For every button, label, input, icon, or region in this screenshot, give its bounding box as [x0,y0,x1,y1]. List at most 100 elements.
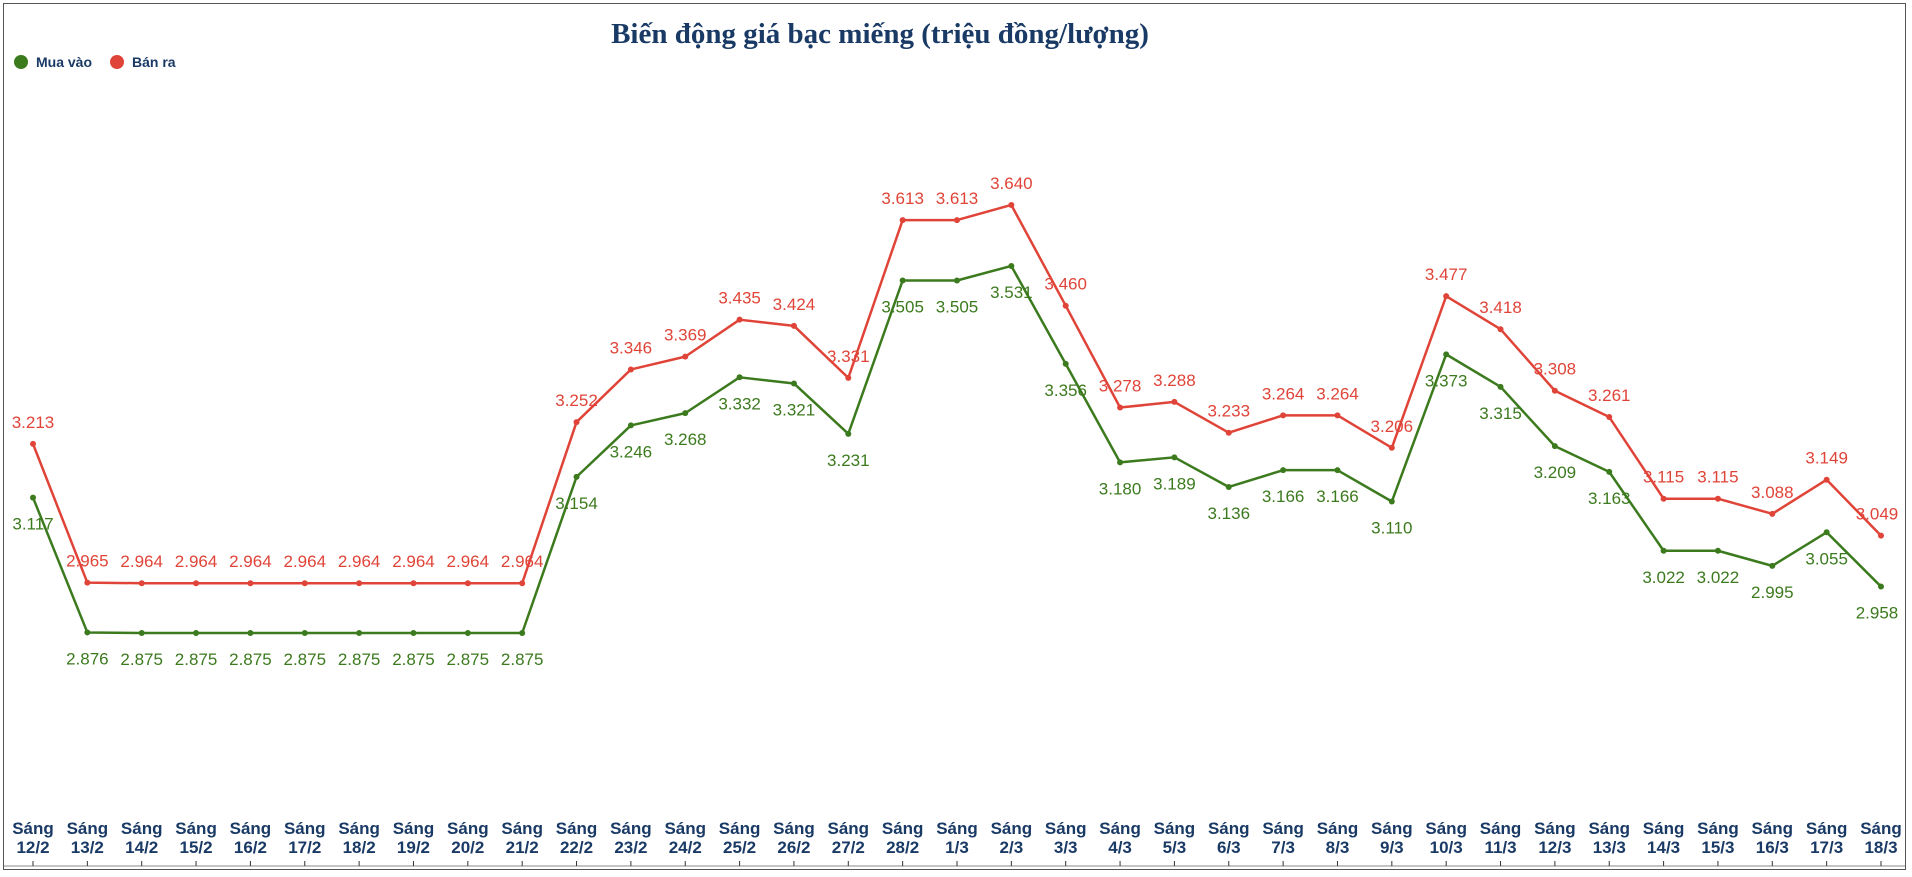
x-tick-label: Sáng [12,819,54,838]
x-tick-label: 8/3 [1326,838,1350,857]
data-label-buy: 3.110 [1371,519,1412,538]
data-point-buy [193,630,200,636]
x-tick-label: 26/2 [777,838,810,857]
data-label-buy: 3.373 [1425,371,1468,390]
x-tick-label: 15/3 [1701,838,1734,857]
chart-title: Biến động giá bạc miếng (triệu đồng/lượn… [611,18,1149,50]
x-tick-label: Sáng [664,819,706,838]
data-label-buy: 3.163 [1588,489,1631,508]
data-point-buy [1117,459,1124,466]
chart-frame [3,3,1906,870]
data-point-buy [1171,454,1178,461]
x-tick-label: 16/2 [234,838,267,857]
x-tick-label: Sáng [1534,819,1576,838]
data-point-buy [954,277,960,284]
x-tick-label: 28/2 [886,838,919,857]
x-tick-label: Sáng [1317,819,1359,838]
data-label-sell: 3.261 [1588,386,1631,405]
data-label-buy: 3.166 [1262,487,1305,506]
data-point-buy [899,277,906,284]
x-tick-label: Sáng [393,819,435,838]
data-label-sell: 3.049 [1856,505,1899,524]
data-label-buy: 3.246 [610,442,653,461]
data-point-buy [1606,468,1613,475]
data-point-sell [138,580,145,587]
data-point-buy [1008,262,1015,269]
x-tick-label: Sáng [501,819,543,838]
x-tick-label: 6/3 [1217,838,1241,857]
x-tick-label: 22/2 [560,838,593,857]
data-label-sell: 2.964 [283,552,326,571]
data-point-buy [138,630,145,636]
data-label-buy: 3.117 [12,515,53,534]
data-point-sell [1280,412,1287,419]
x-tick-label: 17/3 [1810,838,1843,857]
data-point-buy [1062,360,1069,367]
x-tick-label: Sáng [882,819,924,838]
x-tick-label: Sáng [447,819,489,838]
data-point-sell [1443,293,1450,300]
x-tick-label: Sáng [1806,819,1848,838]
data-label-sell: 3.149 [1805,449,1848,468]
data-point-buy [573,473,580,480]
data-label-sell: 2.964 [120,552,163,571]
data-label-sell: 3.252 [555,391,598,410]
data-label-sell: 3.418 [1479,298,1522,317]
data-point-sell [573,419,580,426]
data-point-sell [247,580,254,587]
x-tick-label: 12/2 [16,838,49,857]
data-label-sell: 3.264 [1262,384,1305,403]
data-point-buy [627,422,634,429]
data-label-buy: 3.022 [1642,568,1685,587]
series-line-buy [31,264,1882,635]
data-label-sell: 2.964 [392,552,435,571]
data-point-buy [464,630,471,636]
data-label-sell: 2.964 [338,552,381,571]
legend-label-sell: Bán ra [132,54,176,70]
x-tick-label: 2/3 [1000,838,1024,857]
x-tick-label: Sáng [175,819,217,838]
data-label-buy: 3.022 [1697,568,1740,587]
x-tick-label: 9/3 [1380,838,1404,857]
data-label-sell: 3.115 [1697,468,1738,487]
data-label-buy: 2.875 [392,650,435,669]
data-point-buy [1280,467,1287,474]
legend-item-sell: Bán ra [110,54,176,70]
data-label-buy: 3.505 [881,298,924,317]
data-point-buy [682,410,689,417]
x-tick-label: 18/2 [343,838,376,857]
data-label-buy: 2.875 [120,650,163,669]
x-tick-label: 4/3 [1108,838,1132,857]
x-tick-label: Sáng [1099,819,1141,838]
data-point-sell [1117,404,1124,411]
data-point-sell [899,217,906,224]
data-label-sell: 2.964 [501,552,544,571]
data-point-sell [1551,387,1558,394]
data-point-buy [410,630,417,636]
x-tick-label: 21/2 [506,838,539,857]
data-label-sell: 2.964 [229,552,272,571]
data-point-buy [1551,443,1558,450]
data-label-sell: 3.346 [610,338,653,357]
data-point-sell [1334,412,1341,419]
legend-marker-sell [110,55,125,69]
data-point-buy [736,374,743,381]
data-label-sell: 3.424 [773,295,816,314]
data-label-buy: 3.321 [773,400,816,419]
data-point-sell [1714,495,1721,502]
x-tick-label: Sáng [121,819,163,838]
data-point-sell [682,353,689,360]
data-point-sell [1171,398,1178,405]
data-point-sell [1008,201,1015,208]
data-point-buy [247,630,254,636]
x-tick-label: Sáng [1208,819,1250,838]
data-label-sell: 3.206 [1371,417,1414,436]
data-point-buy [30,494,36,501]
data-label-buy: 3.315 [1479,404,1522,423]
x-tick-label: Sáng [828,819,870,838]
data-point-sell [845,374,852,381]
x-tick-label: Sáng [1262,819,1304,838]
data-label-sell: 3.613 [881,189,924,208]
data-label-buy: 3.136 [1207,504,1250,523]
data-point-sell [193,580,200,587]
